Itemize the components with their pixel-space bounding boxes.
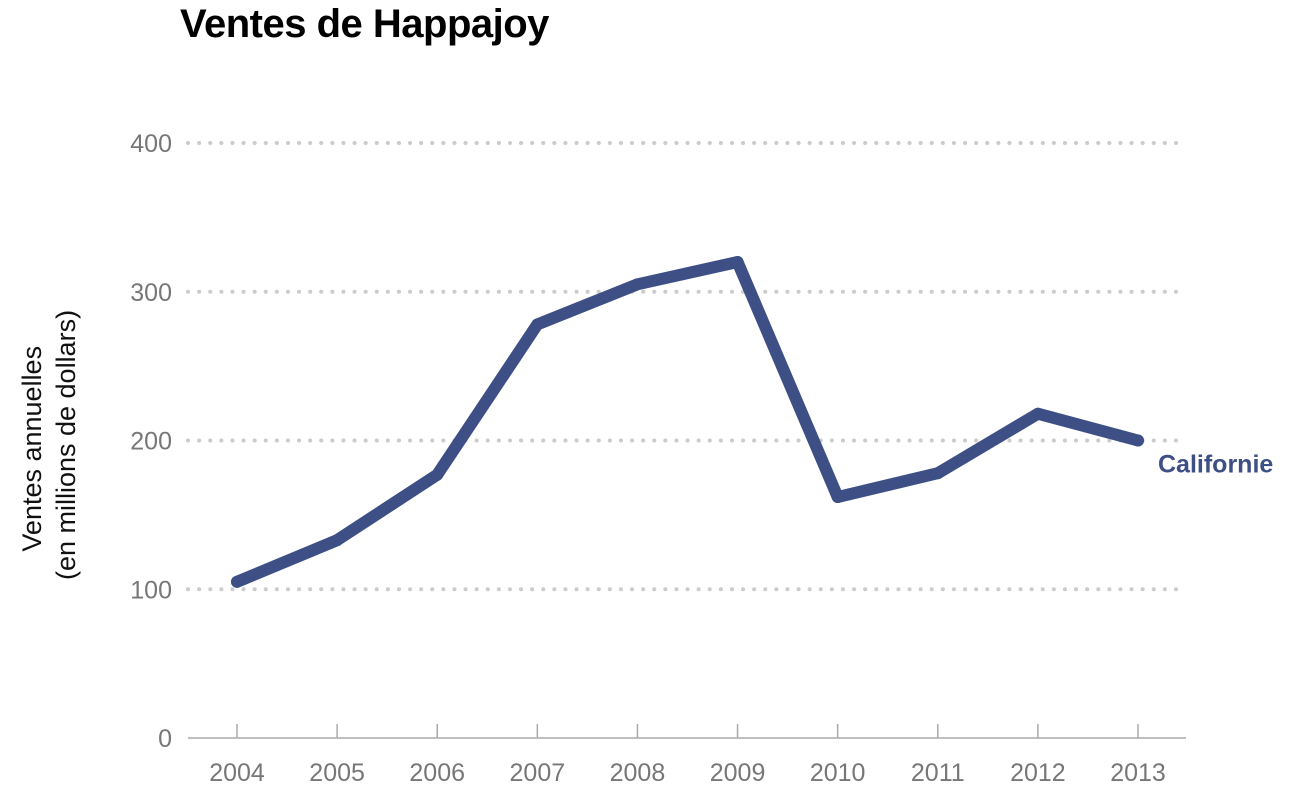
y-tick-label: 300 [130, 279, 172, 307]
y-tick-label: 200 [130, 428, 172, 456]
data-point [531, 318, 544, 331]
data-point [331, 534, 344, 547]
x-tick-label: 2008 [610, 759, 666, 787]
data-point [1031, 407, 1044, 420]
chart-title: Ventes de Happajoy [180, 2, 549, 46]
gridlines [186, 141, 1184, 592]
y-tick-label: 400 [130, 130, 172, 158]
data-point [1132, 434, 1144, 447]
y-tick-label: 0 [158, 725, 172, 753]
x-tick-label: 2010 [810, 759, 866, 787]
x-tick-labels: 2004 2005 2006 2007 2008 2009 2010 2011 2012 2013 [209, 724, 1166, 787]
data-point [231, 575, 243, 588]
x-tick-label: 2011 [911, 759, 965, 787]
y-tick-label: 100 [130, 576, 172, 604]
data-point [631, 278, 644, 291]
x-tick-label: 2009 [710, 759, 766, 787]
x-tick-label: 2013 [1110, 759, 1166, 787]
y-axis-title-line-1: Ventes annuelles [17, 346, 47, 552]
y-axis-title: Ventes annuelles (en millions de dollars… [17, 310, 81, 580]
x-tick-label: 2006 [409, 759, 465, 787]
series: Californie [231, 256, 1273, 588]
y-axis-title-line-2: (en millions de dollars) [51, 310, 81, 580]
x-tick-label: 2012 [1010, 759, 1066, 787]
data-point [831, 491, 844, 504]
x-tick-label: 2004 [209, 759, 265, 787]
series-label: Californie [1158, 451, 1273, 479]
data-point [431, 468, 444, 481]
y-tick-labels: 0 100 200 300 400 [130, 130, 172, 753]
data-point [931, 467, 944, 480]
data-point [731, 256, 744, 268]
x-tick-label: 2007 [510, 759, 566, 787]
series-line [231, 256, 1144, 588]
x-tick-label: 2005 [309, 759, 365, 787]
